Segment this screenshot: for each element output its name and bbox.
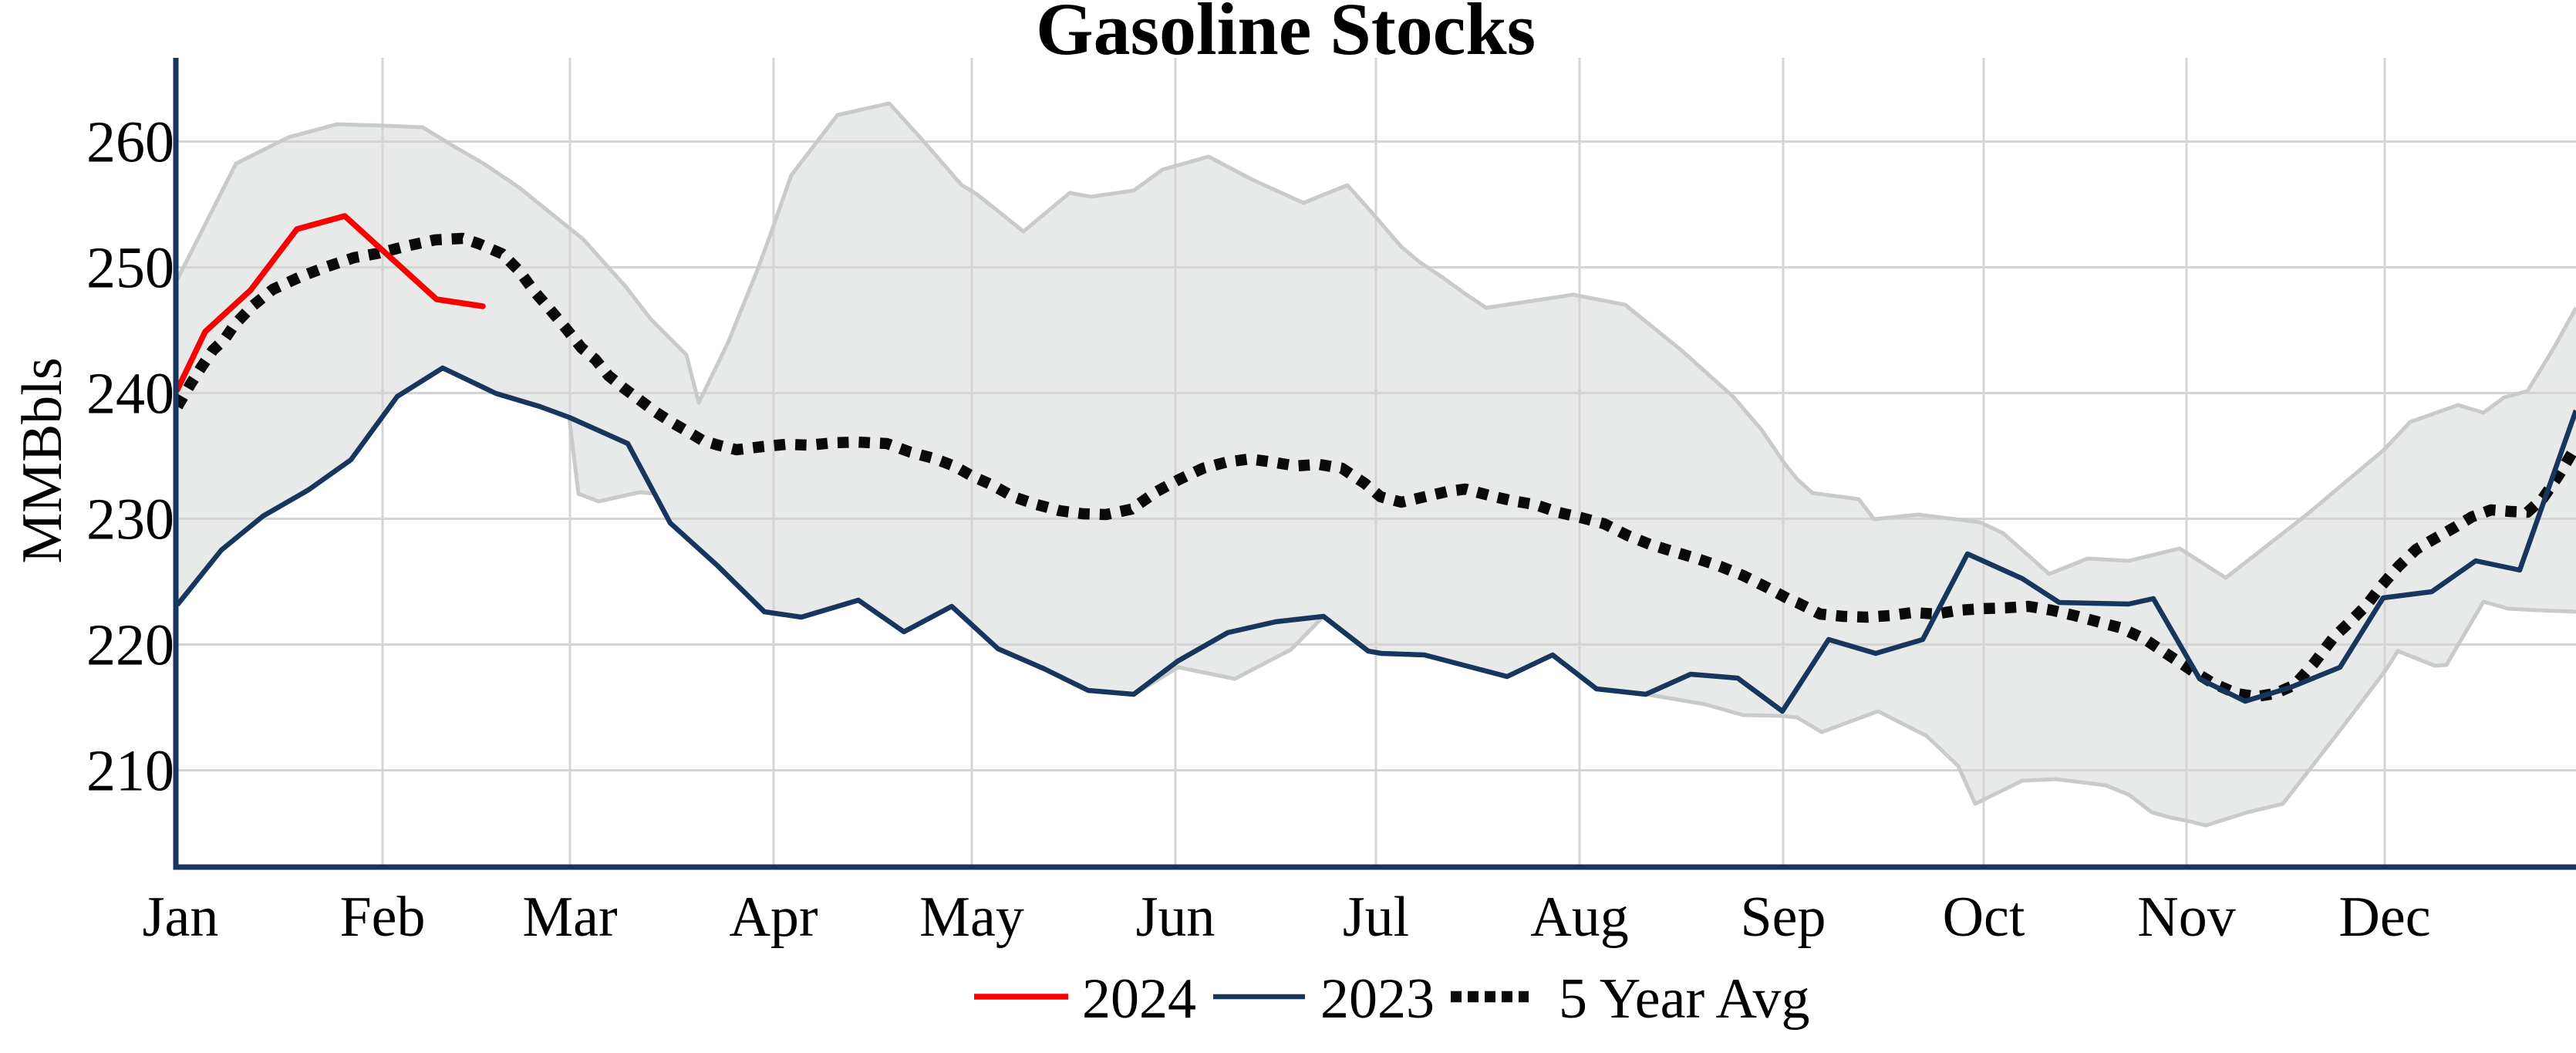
svg-text:210: 210 [86,739,174,804]
svg-text:Feb: Feb [340,886,426,949]
svg-text:230: 230 [86,488,174,552]
svg-text:May: May [919,886,1024,949]
svg-text:260: 260 [86,110,174,175]
svg-text:250: 250 [86,236,174,301]
svg-text:Sep: Sep [1741,886,1826,949]
svg-text:Nov: Nov [2137,886,2235,949]
svg-text:2023: 2023 [1320,967,1435,1031]
svg-text:MMBbls: MMBbls [11,357,74,563]
svg-text:Mar: Mar [522,886,617,949]
svg-text:Aug: Aug [1530,886,1628,949]
svg-text:Gasoline Stocks: Gasoline Stocks [1036,0,1536,70]
svg-text:Jun: Jun [1136,886,1216,949]
svg-text:Jul: Jul [1343,886,1409,949]
svg-text:Apr: Apr [729,886,818,949]
svg-text:Oct: Oct [1943,886,2025,949]
svg-text:Dec: Dec [2338,886,2430,949]
svg-text:240: 240 [86,362,174,427]
svg-text:Jan: Jan [143,886,219,949]
svg-text:2024: 2024 [1082,967,1196,1031]
svg-text:5 Year Avg: 5 Year Avg [1559,967,1809,1031]
svg-text:220: 220 [86,613,174,678]
